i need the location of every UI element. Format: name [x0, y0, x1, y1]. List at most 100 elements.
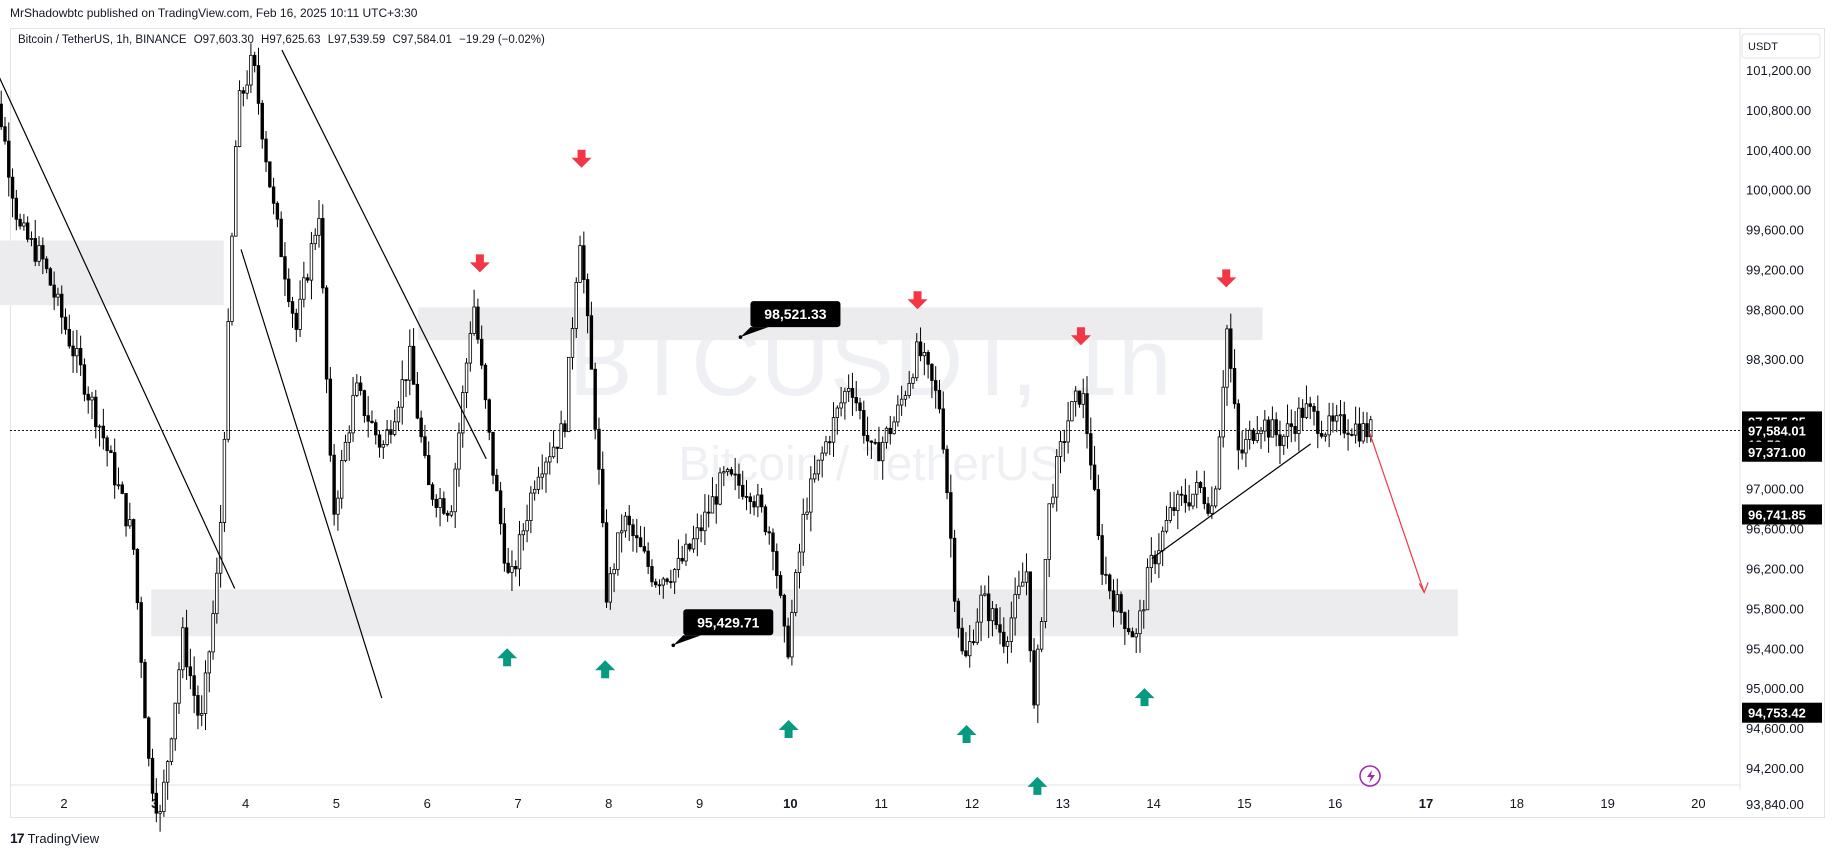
candle-body: [1323, 434, 1328, 437]
candle-body: [438, 498, 442, 508]
candle-body: [858, 402, 862, 411]
candle-body: [1206, 503, 1210, 514]
candle-body: [196, 695, 200, 716]
candle-body: [937, 389, 942, 410]
time-tick-label: 6: [424, 796, 431, 811]
forecast-arrow-head: [1418, 582, 1429, 594]
candle-body: [10, 176, 15, 199]
candle-body: [25, 222, 30, 240]
candle-body: [1153, 554, 1157, 565]
price-badge: [1742, 441, 1822, 462]
candle-body: [332, 454, 336, 515]
candle-body: [1164, 520, 1169, 532]
price-tick-label: 95,400.00: [1746, 641, 1804, 656]
candle-body: [1361, 423, 1365, 442]
candle-body: [805, 511, 809, 515]
candle-body: [1304, 403, 1309, 418]
candle-body: [1077, 390, 1082, 405]
flash-icon-ring: [1359, 765, 1381, 787]
candle-body: [234, 146, 238, 237]
time-tick-label: 19: [1600, 796, 1614, 811]
candle-body: [1138, 610, 1142, 635]
candle-body: [317, 218, 321, 236]
candle-body: [619, 530, 624, 534]
trend-line: [240, 249, 383, 699]
time-tick-label: 13: [1056, 796, 1070, 811]
candle-body: [1108, 574, 1112, 592]
time-tick-label: 14: [1146, 796, 1160, 811]
time-tick-label: 2: [60, 796, 67, 811]
candle-body: [1134, 633, 1138, 638]
price-tick-label: 96,200.00: [1746, 562, 1804, 577]
candle-body: [355, 382, 359, 396]
candle-body: [14, 197, 19, 220]
currency-box[interactable]: [1741, 33, 1821, 59]
legend-symbol[interactable]: Bitcoin / TetherUS, 1h, BINANCE: [18, 34, 187, 46]
candle-body: [1092, 464, 1097, 490]
candle-body: [86, 393, 90, 401]
watermark-sub: Bitcoin / TetherUS: [678, 438, 1061, 491]
candle-body: [1176, 493, 1180, 511]
candle-body: [1130, 631, 1135, 638]
candle-body: [377, 434, 382, 448]
candle-body: [275, 202, 280, 220]
candle-body: [298, 298, 302, 330]
candle-body: [498, 490, 503, 525]
candle-body: [150, 757, 155, 794]
flash-icon: [1367, 770, 1375, 783]
down-arrow-icon: [1070, 327, 1091, 346]
candle-body: [1282, 435, 1286, 446]
candle-body: [1104, 573, 1108, 576]
footer-brand[interactable]: 17 TradingView: [10, 830, 99, 846]
candle-body: [260, 102, 264, 140]
candle-body: [714, 496, 718, 505]
candle-body: [75, 348, 79, 357]
candle-body: [37, 245, 41, 262]
candle-body: [41, 245, 45, 260]
candle-body: [1319, 433, 1324, 437]
candle-body: [218, 522, 223, 574]
candle-body: [302, 277, 306, 300]
candle-body: [249, 54, 253, 86]
candle-body: [835, 407, 840, 418]
candle-body: [748, 496, 752, 503]
candle-body: [1172, 507, 1176, 511]
candle-body: [1274, 419, 1278, 436]
candle-body: [654, 581, 658, 586]
candle-body: [778, 575, 783, 596]
candle-body: [631, 524, 635, 536]
candle-body: [1085, 393, 1089, 435]
candle-body: [718, 472, 722, 505]
candle-body: [415, 383, 420, 419]
candle-body: [464, 362, 469, 393]
candle-body: [1335, 415, 1339, 422]
legend-low: L97,539.59: [327, 34, 386, 46]
candle-body: [793, 572, 798, 613]
candle-body: [911, 377, 915, 384]
candle-body: [903, 395, 908, 400]
chart-frame[interactable]: [10, 28, 1825, 818]
candle-body: [105, 437, 109, 452]
candle-body: [850, 388, 855, 398]
candle-body: [1289, 423, 1294, 427]
candle-body: [555, 446, 560, 449]
time-tick-label: 20: [1691, 796, 1705, 811]
candle-body: [33, 237, 37, 262]
candle-body: [1251, 429, 1256, 441]
candle-body: [1210, 505, 1214, 514]
candle-body: [56, 293, 60, 298]
candle-body: [801, 513, 805, 553]
candle-body: [843, 390, 847, 404]
candle-body: [816, 459, 821, 475]
candle-body: [892, 421, 896, 435]
candle-body: [1350, 433, 1354, 436]
candle-body: [551, 446, 556, 458]
candle-body: [245, 84, 249, 94]
candle-body: [650, 566, 654, 583]
candle-body: [48, 268, 53, 286]
candle-body: [506, 562, 510, 573]
candle-body: [918, 341, 923, 357]
candle-body: [1293, 426, 1297, 434]
candle-body: [975, 621, 979, 644]
